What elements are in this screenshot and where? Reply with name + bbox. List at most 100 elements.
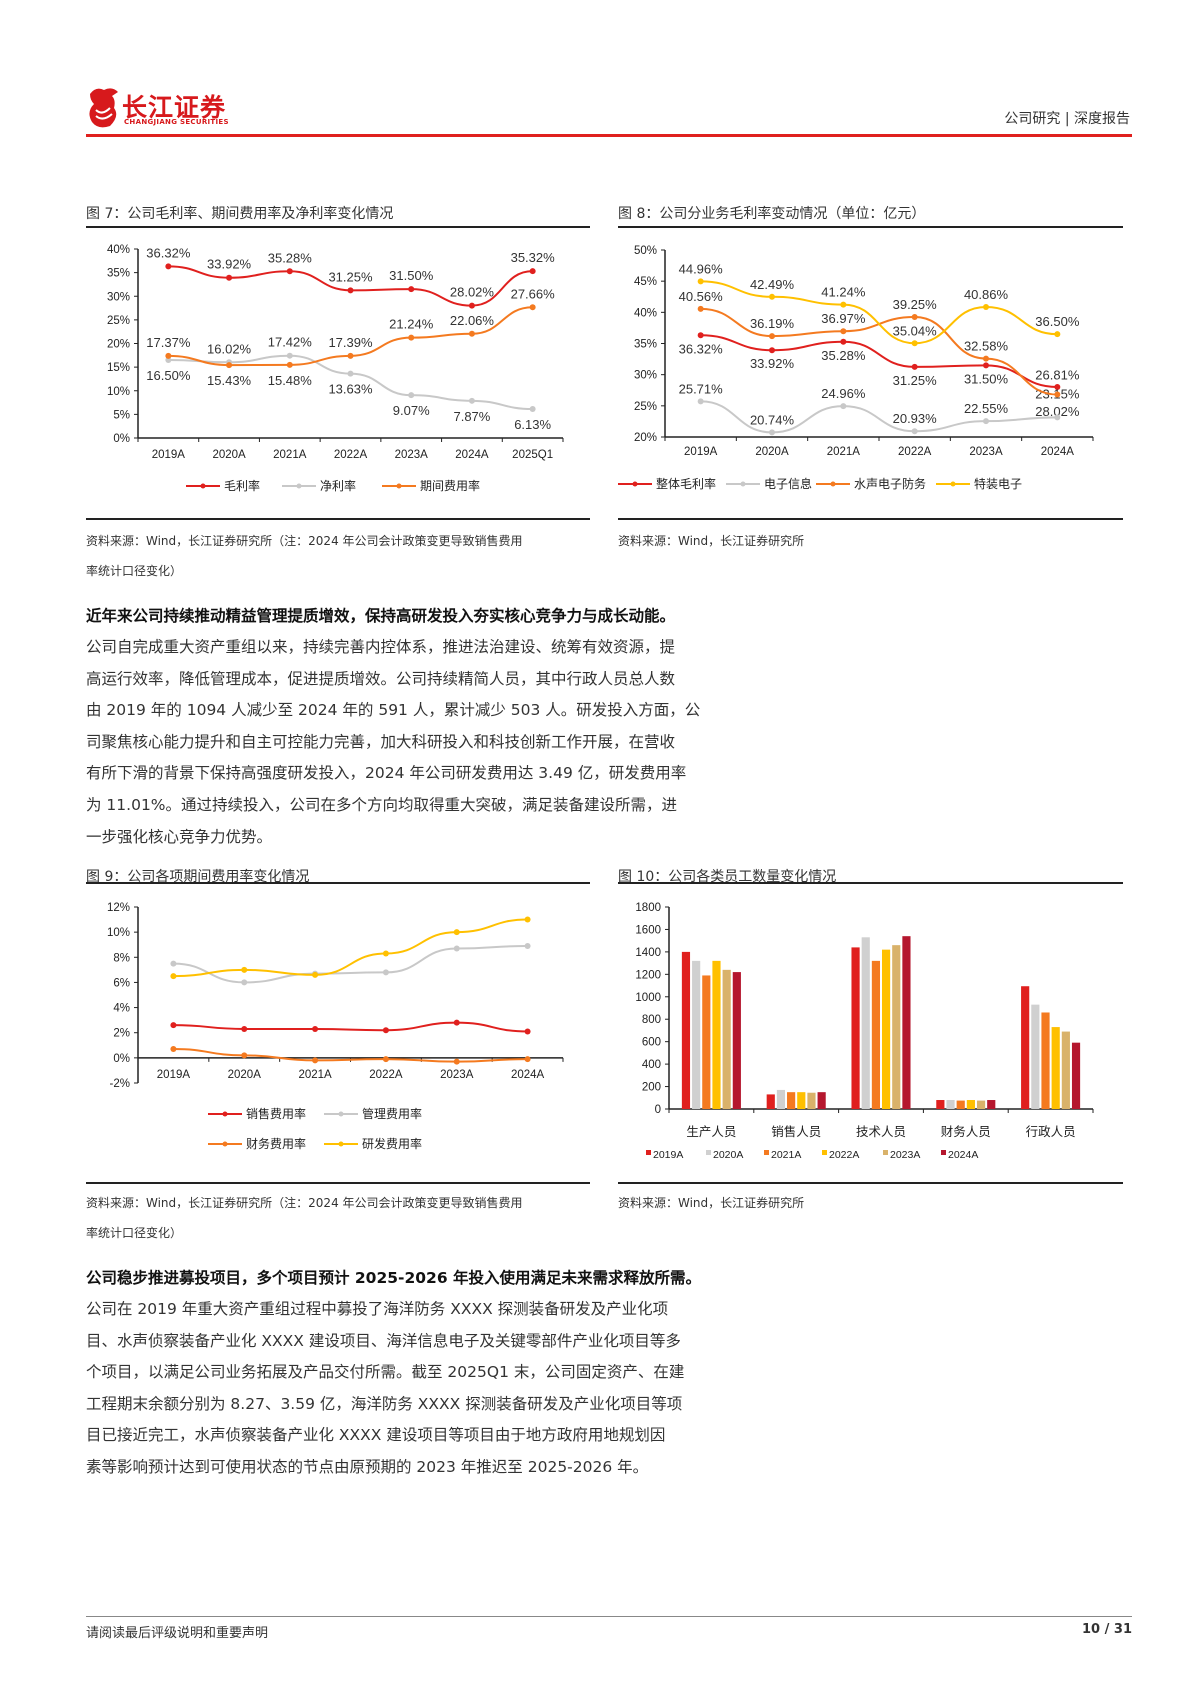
bar-2019A (851, 947, 860, 1109)
bar-2020A (692, 960, 701, 1109)
data-point (983, 303, 989, 310)
bar-2019A (936, 1100, 945, 1109)
fig10-chart: 0 200 400 600 800 1000 1200 1400 1600 1800 生产人员 销售人… (635, 902, 1094, 1161)
y-tick-label: 35% (634, 339, 657, 351)
data-point (983, 418, 989, 425)
data-label: 36.97% (821, 311, 866, 326)
legend-marker (222, 1111, 228, 1117)
paragraph-line: 一步强化核心竞争力优势。 (86, 827, 273, 846)
series-line-研发费用率 (173, 918, 528, 978)
legend-marker (396, 483, 402, 489)
data-point (1054, 414, 1061, 421)
data-point (226, 362, 233, 369)
data-label: 20.74% (750, 412, 795, 427)
bar-2024A (1071, 1042, 1081, 1109)
data-point (312, 971, 319, 978)
data-point (1054, 384, 1061, 391)
y-tick-label: 25% (107, 315, 130, 327)
x-tick-label: 行政人员 (1026, 1125, 1076, 1139)
y-tick-label: 0% (113, 1053, 130, 1065)
bar-2021A (702, 975, 711, 1109)
paragraph-line: 高运行效率，降低管理成本，促进提质增效。公司持续精简人员，其中行政人员总人数 (86, 669, 676, 688)
header-divider (86, 134, 1132, 137)
data-point (408, 286, 415, 293)
paragraph-line: 公司自完成重大资产重组以来，持续完善内控体系，推进法治建设、统筹有效资源，提 (86, 638, 676, 656)
bar-2021A (787, 1092, 796, 1109)
data-point (911, 428, 918, 435)
y-tick-label: 20% (107, 339, 130, 351)
data-label: 27.66% (511, 286, 556, 301)
legend-label: 2023A (890, 1149, 920, 1161)
x-tick-label: 2021A (273, 449, 307, 461)
legend-label: 2022A (829, 1149, 859, 1161)
data-label: 31.25% (328, 269, 373, 284)
fig7-source: 资料来源：Wind，长江证券研究所（注：2024 年公司会计政策变更导致销售费用… (86, 526, 523, 586)
data-label: 33.92% (207, 257, 252, 272)
fig8-bottom-rule (618, 518, 1123, 520)
bar-2021A (956, 1100, 965, 1109)
legend-marker (222, 1141, 228, 1147)
paragraph-line: 素等影响预计达到可使用状态的节点由原预期的 2023 年推迟至 2025-202… (86, 1457, 649, 1476)
x-tick-label: 2024A (511, 1069, 545, 1081)
bar-2023A (807, 1092, 816, 1109)
fig8-top-rule (618, 226, 1123, 228)
bar-2024A (902, 936, 911, 1109)
data-point (840, 328, 847, 335)
legend-marker (200, 483, 206, 489)
paragraph-line: 由 2019 年的 1094 人减少至 2024 年的 591 人，累计减少 5… (86, 701, 701, 720)
bar-2023A (722, 969, 731, 1109)
bar-2019A (681, 951, 691, 1109)
y-tick-label: 40% (107, 244, 130, 256)
y-tick-label: 40% (634, 307, 657, 319)
data-point (382, 950, 389, 957)
data-point (697, 332, 704, 339)
y-tick-label: 5% (113, 409, 130, 421)
data-label: 40.56% (679, 289, 724, 304)
legend-swatch (646, 1150, 651, 1155)
report-category: 公司研究 | 深度报告 (1004, 111, 1130, 127)
data-label: 31.50% (964, 371, 1009, 386)
bar-2020A (946, 1100, 955, 1109)
dragon-logo-icon (89, 88, 118, 128)
page-number: 10 / 31 (1082, 1622, 1132, 1637)
x-tick-label: 2023A (969, 446, 1003, 458)
x-tick-label: 2021A (298, 1069, 332, 1081)
y-tick-label: 10% (107, 927, 130, 939)
y-tick-label: 8% (113, 952, 130, 964)
data-label: 35.32% (511, 250, 556, 265)
data-point (453, 1058, 460, 1065)
data-point (529, 304, 536, 311)
data-point (286, 361, 293, 368)
fig10-source: 资料来源：Wind，长江证券研究所 (618, 1196, 805, 1210)
data-point (170, 1022, 177, 1029)
fig8-title: 图 8：公司分业务毛利率变动情况（单位：亿元） (618, 206, 926, 222)
x-tick-label: 2023A (440, 1069, 474, 1081)
company-logo: 长江证券 CHANGJIANG SECURITIES (86, 86, 256, 130)
data-label: 15.48% (268, 373, 313, 388)
data-point (468, 330, 475, 337)
data-label: 36.50% (1035, 314, 1080, 329)
data-point (769, 293, 775, 300)
fig9-bottom-rule (86, 1182, 590, 1184)
x-tick-label: 2020A (212, 449, 246, 461)
x-tick-label: 2022A (369, 1069, 403, 1081)
data-point (697, 305, 704, 312)
data-point (524, 942, 531, 949)
paragraph-line: 工程期末余额分别为 8.27、3.59 亿，海洋防务 XXXX 探测装备研发及产… (86, 1394, 683, 1413)
data-point (382, 1027, 389, 1034)
fig7-chart: 0% 5% 10% 15% 20% 25% 30% 35% 40% 2019A 2020A 2021A… (107, 244, 564, 493)
y-tick-label: 10% (107, 386, 130, 398)
paragraph-line: 目已接近完工，水声侦察装备产业化 XXXX 建设项目等项目由于地方政府用地规划因 (86, 1426, 666, 1445)
data-point (529, 406, 536, 413)
legend-label: 净利率 (320, 478, 356, 493)
paragraph-line: 有所下滑的背景下保持高强度研发投入，2024 年公司研发费用达 3.49 亿，研… (86, 764, 687, 783)
data-label: 16.02% (207, 341, 252, 356)
data-point (165, 357, 172, 364)
series-line-特装电子 (700, 280, 1058, 345)
fig9-title: 图 9：公司各项期间费用率变化情况 (86, 869, 310, 885)
x-tick-label: 2019A (157, 1069, 191, 1081)
legend-label: 2019A (653, 1149, 683, 1161)
data-point (286, 268, 293, 275)
legend-swatch (941, 1150, 946, 1155)
series-line-销售费用率 (173, 1021, 528, 1033)
